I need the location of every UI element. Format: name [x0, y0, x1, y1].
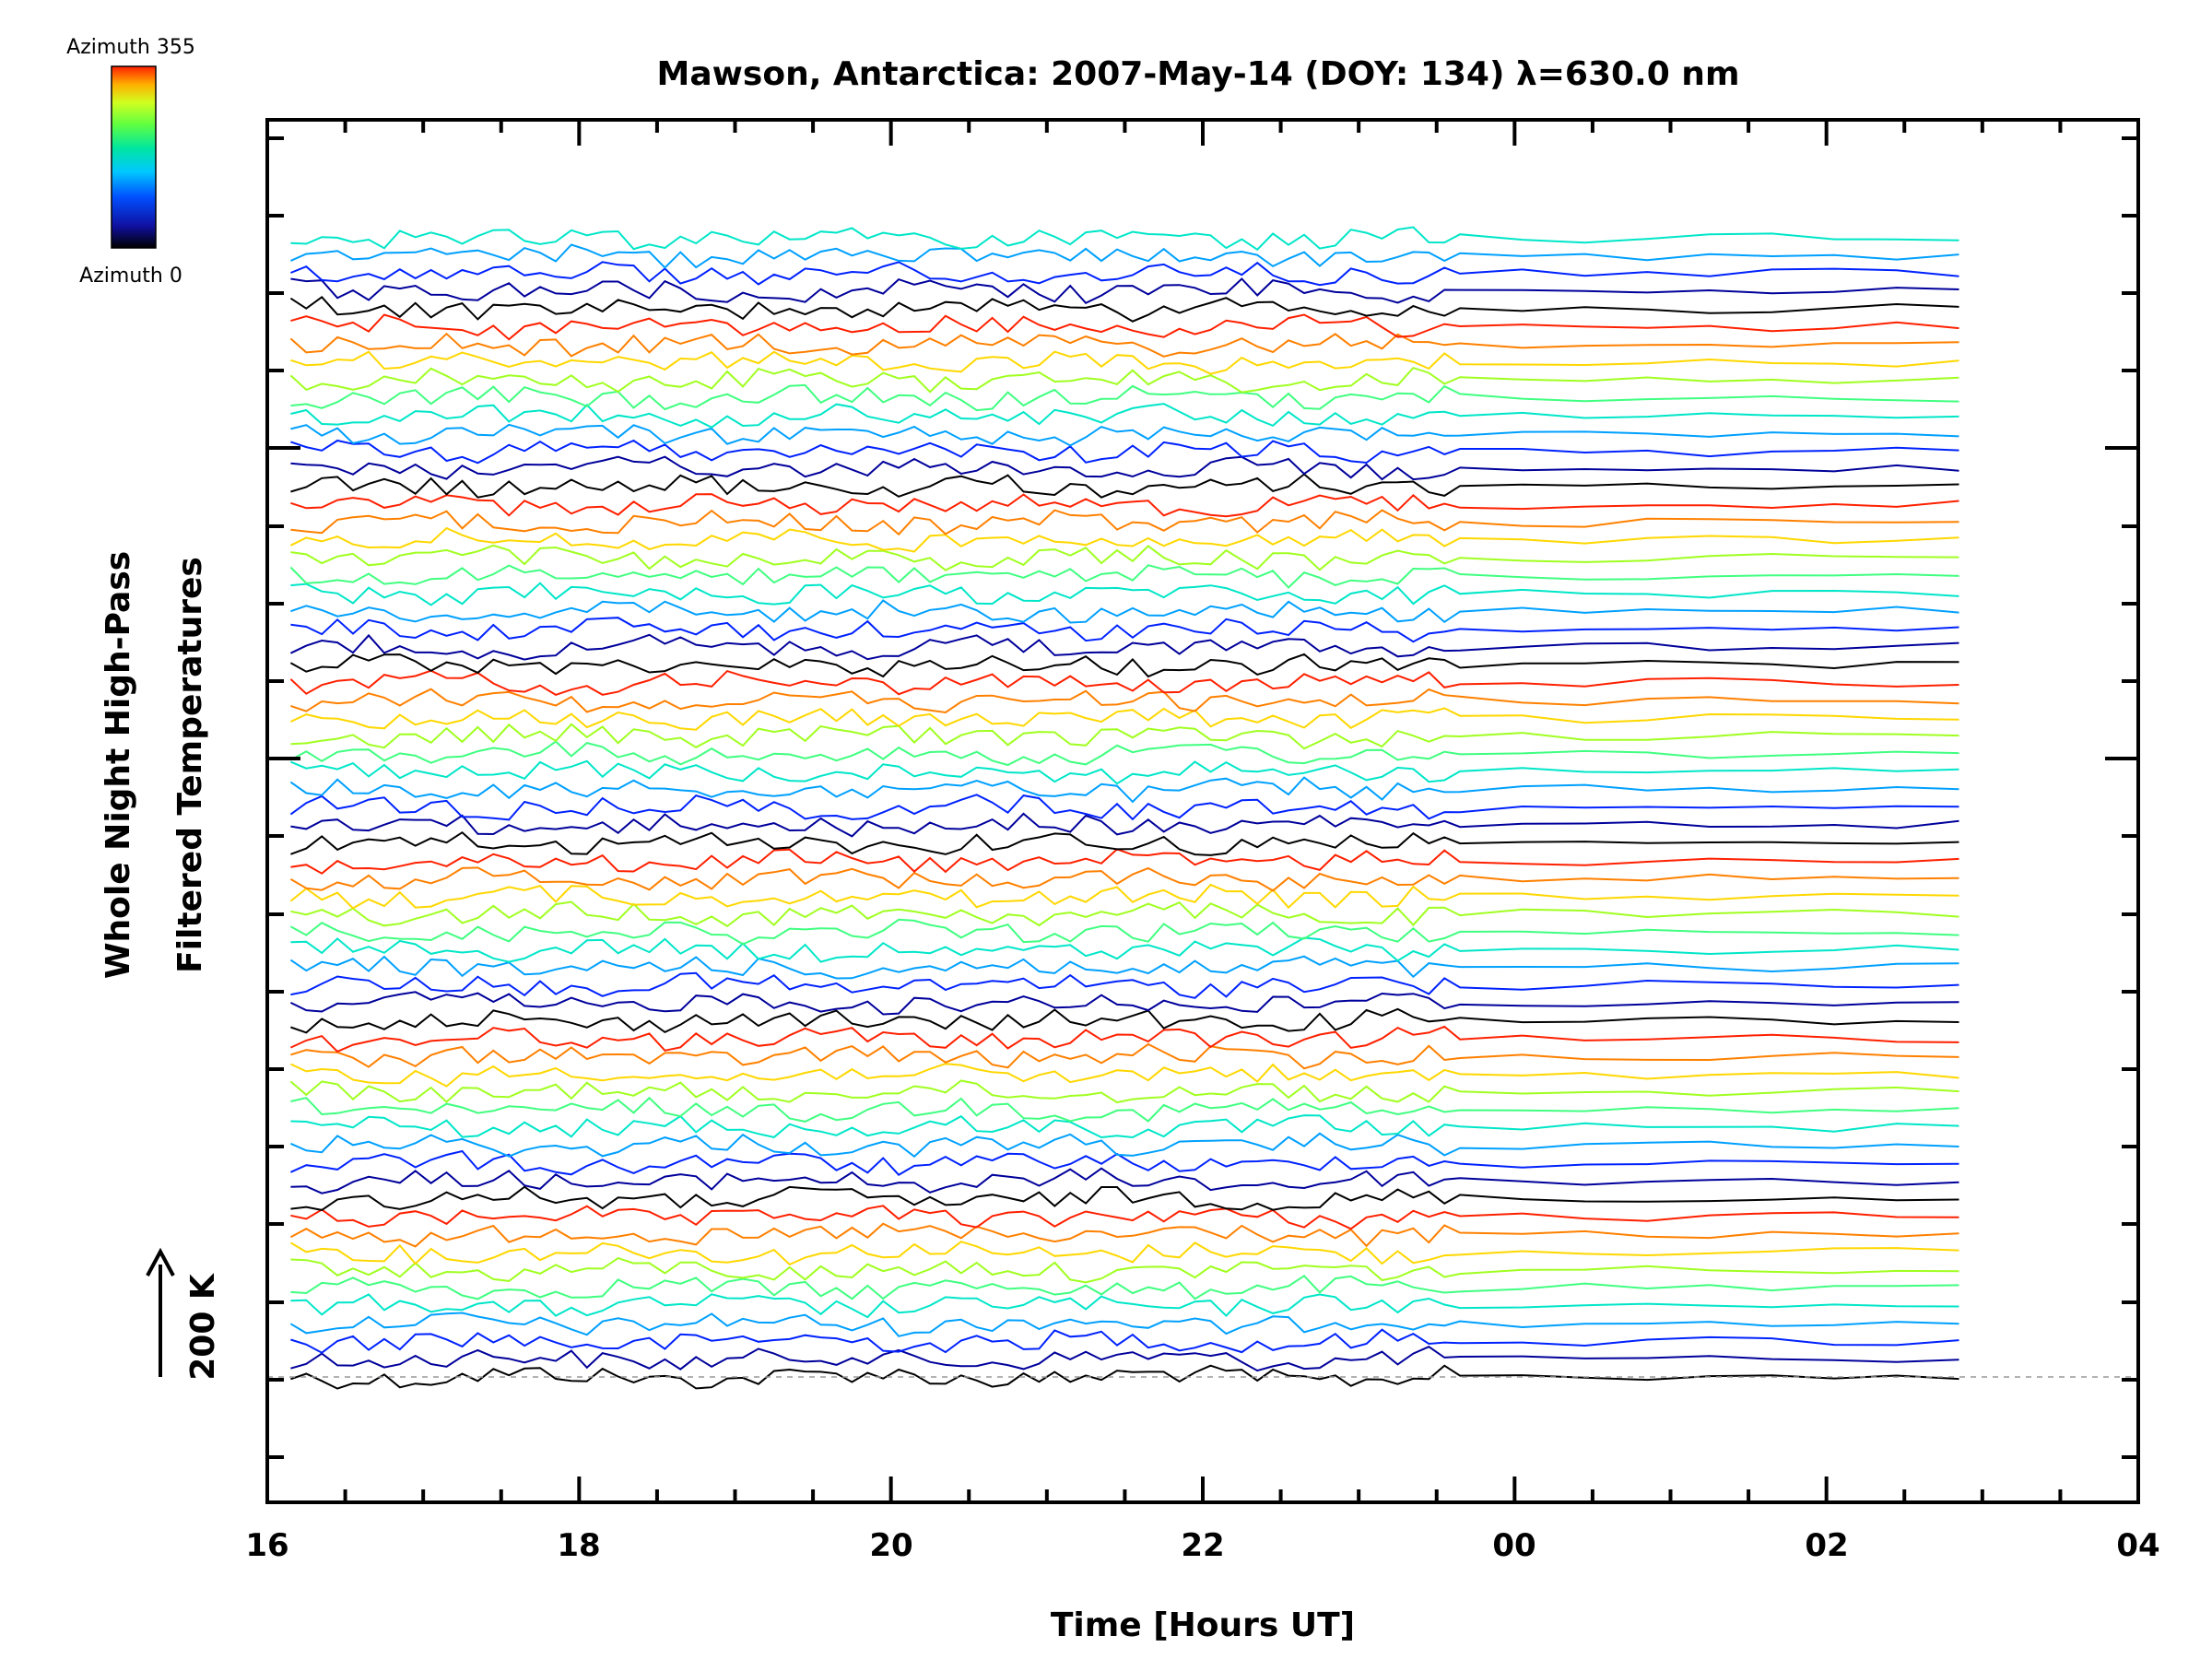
series-line — [289, 564, 1959, 589]
series-line — [290, 1328, 1959, 1354]
series-line — [290, 261, 1959, 287]
series-line — [290, 1275, 1959, 1300]
series-line — [289, 366, 1959, 394]
series-line — [289, 866, 1959, 892]
series-line — [289, 633, 1959, 661]
chart-title: Mawson, Antarctica: 2007-May-14 (DOY: 13… — [657, 55, 1740, 93]
series-line — [289, 918, 1959, 946]
series-line — [290, 812, 1959, 838]
series-line — [290, 1096, 1959, 1123]
series-line — [290, 1042, 1959, 1070]
series-line — [289, 526, 1959, 553]
series-line — [290, 473, 1959, 499]
series-line — [290, 723, 1959, 750]
series-line — [289, 1025, 1959, 1053]
series-line — [290, 439, 1959, 465]
colorbar: Azimuth 355 Azimuth 0 — [66, 36, 195, 288]
series-line — [289, 1241, 1959, 1266]
x-tick-label: 18 — [557, 1527, 600, 1564]
colorbar-top-label: Azimuth 355 — [66, 36, 195, 59]
series-line — [290, 350, 1959, 375]
colorbar-bottom-label: Azimuth 0 — [79, 265, 182, 288]
scale-label: 200 K — [184, 1273, 222, 1381]
series-line — [289, 1132, 1959, 1159]
series-line — [289, 1312, 1959, 1337]
series-line — [290, 313, 1959, 341]
series-line — [290, 1346, 1959, 1372]
series-line — [290, 1167, 1959, 1194]
x-tick-label: 16 — [245, 1527, 288, 1564]
series-line — [290, 455, 1959, 481]
series-line — [290, 582, 1959, 606]
series-line — [289, 740, 1959, 767]
series-line — [290, 403, 1959, 429]
y-axis-title-line2: Filtered Temperatures — [171, 557, 209, 973]
series-line — [290, 1007, 1959, 1034]
series-line — [289, 1222, 1959, 1248]
colorbar-gradient — [111, 65, 157, 249]
x-tick-label: 20 — [869, 1527, 912, 1564]
series-line — [290, 759, 1959, 785]
y-axis-title-line1: Whole Night High-Pass — [100, 551, 137, 979]
series-line — [290, 599, 1959, 624]
series-line — [289, 776, 1959, 804]
series-line — [289, 955, 1959, 980]
series-line — [290, 423, 1959, 447]
series-line — [289, 295, 1959, 323]
series-line — [289, 669, 1959, 696]
series-line — [290, 1114, 1959, 1139]
series-line — [290, 226, 1959, 252]
series-line — [290, 848, 1959, 875]
series-line — [290, 900, 1959, 928]
series-layer — [289, 226, 1959, 1390]
x-axis-title: Time [Hours UT] — [1051, 1606, 1355, 1644]
series-line — [289, 332, 1959, 358]
x-tick-label: 22 — [1181, 1527, 1224, 1564]
series-line — [290, 688, 1959, 714]
series-line — [290, 544, 1959, 571]
series-line — [289, 1063, 1959, 1088]
series-line — [290, 1293, 1959, 1319]
series-line — [290, 936, 1959, 963]
series-line — [289, 991, 1959, 1016]
series-line — [290, 1256, 1959, 1284]
x-tick-label: 04 — [2116, 1527, 2159, 1564]
series-line — [290, 1205, 1959, 1230]
series-line — [290, 1185, 1959, 1211]
series-line — [289, 883, 1959, 910]
series-line — [289, 653, 1959, 678]
series-line — [289, 707, 1959, 731]
x-tick-label: 02 — [1805, 1527, 1848, 1564]
scale-indicator: 200 K — [146, 1247, 222, 1381]
scale-arrow-head — [146, 1247, 175, 1277]
tick-layer — [265, 120, 2140, 1502]
series-line — [290, 830, 1959, 856]
series-line — [290, 1364, 1959, 1390]
series-line — [290, 277, 1959, 305]
series-line — [290, 383, 1959, 412]
series-line — [289, 794, 1959, 821]
x-tick-labels: 16 18 20 22 00 02 04 — [245, 1527, 2159, 1564]
series-line — [289, 243, 1959, 269]
series-line — [290, 971, 1959, 999]
series-line — [290, 617, 1959, 643]
series-line — [290, 509, 1959, 536]
series-line — [289, 1079, 1959, 1104]
series-line — [290, 493, 1959, 518]
x-tick-label: 00 — [1492, 1527, 1535, 1564]
